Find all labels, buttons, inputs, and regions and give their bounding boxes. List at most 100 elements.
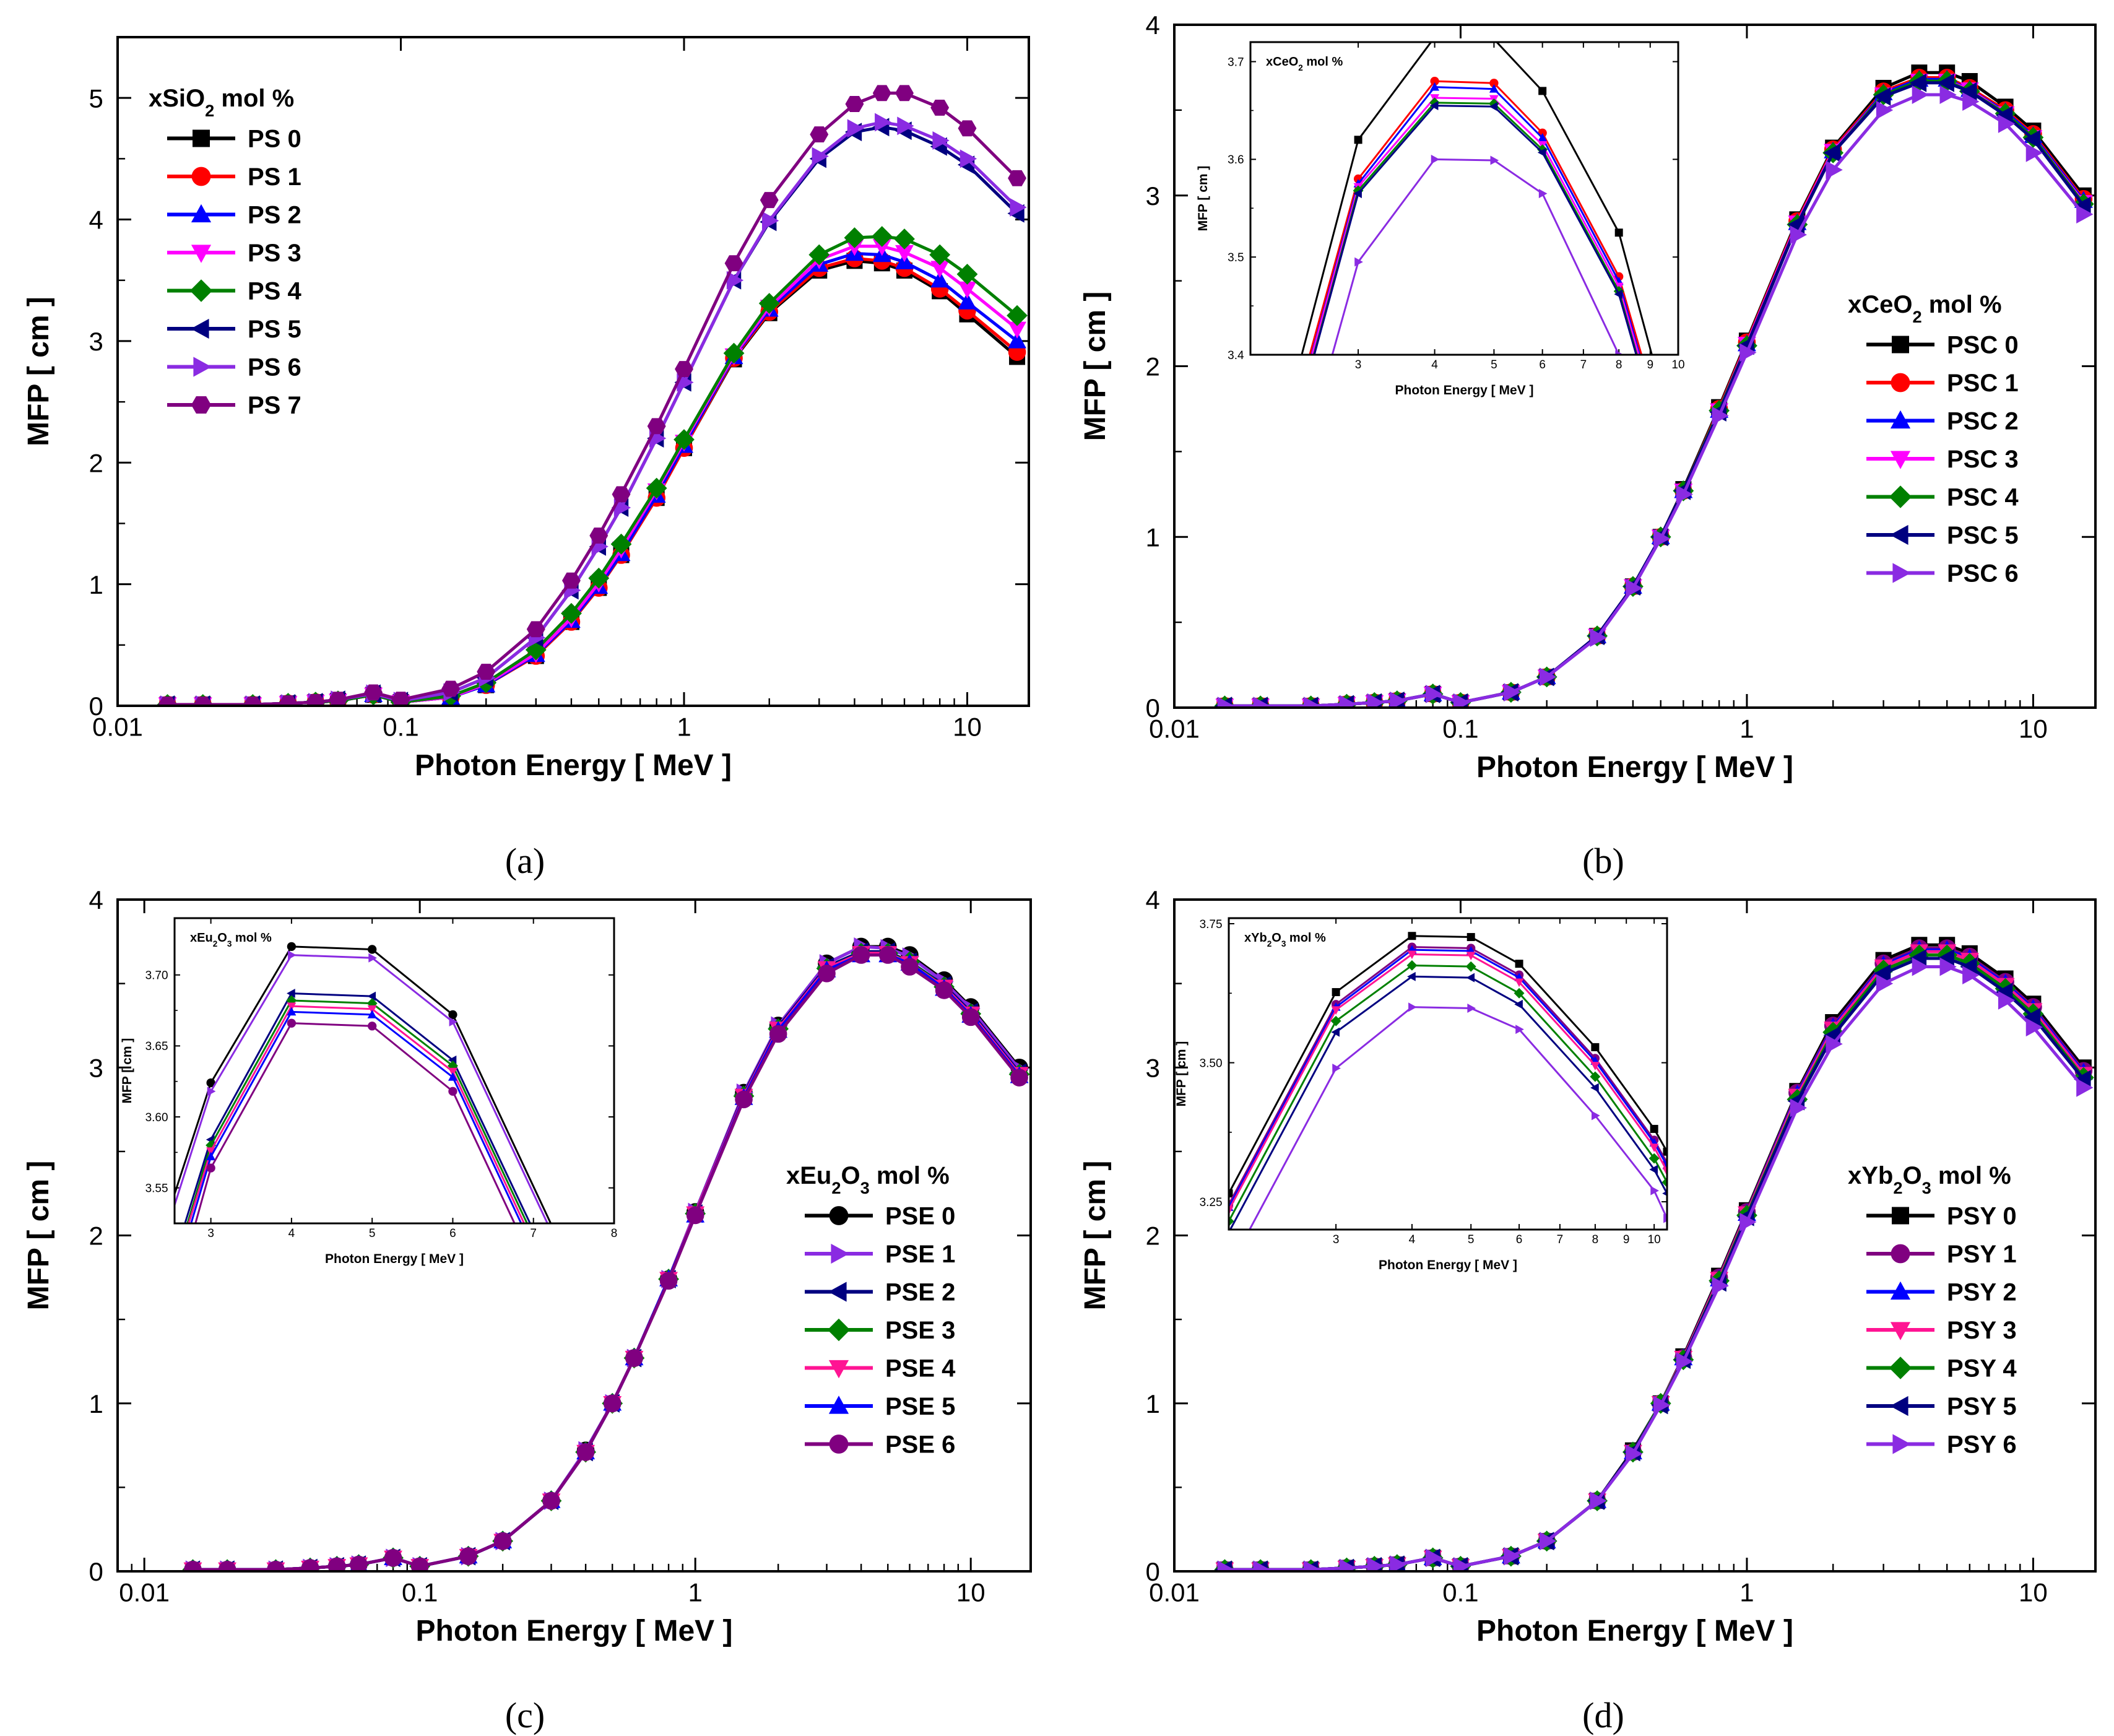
- x-tick-label: 1: [1739, 714, 1754, 743]
- series-group: [1301, 42, 1653, 355]
- panel-caption: (b): [1582, 841, 1624, 881]
- data-point-psy-0: [1466, 933, 1475, 942]
- y-tick-label: 3.25: [1200, 1196, 1223, 1209]
- y-tick-label: 3.60: [145, 1111, 168, 1124]
- data-point-psy-5: [1996, 983, 2013, 1002]
- data-point-psy-6: [1912, 957, 1929, 976]
- data-point-ps-7: [526, 621, 545, 638]
- x-axis-label: Photon Energy [ MeV ]: [325, 1252, 464, 1266]
- data-point-psy-3: [1407, 950, 1417, 960]
- data-point-ps-4: [525, 639, 547, 661]
- data-point-pse-5: [287, 1007, 297, 1016]
- panel-caption: (a): [505, 841, 545, 881]
- series-group: [182, 937, 1030, 1571]
- inset-plot: 3 4 5 6 7 8 3.55 3.60 3.65 3.70 Photon Energy [ Me…: [120, 917, 617, 1266]
- y-tick-label: 3.5: [1228, 251, 1244, 264]
- y-tick-label: 0: [1146, 693, 1160, 723]
- data-point-ps-6: [960, 149, 977, 168]
- data-point-psc-5: [1909, 73, 1927, 92]
- data-point-pse-6: [184, 1560, 202, 1571]
- data-point-pse-0: [448, 1010, 457, 1020]
- data-point-psy-6: [1653, 1395, 1671, 1415]
- data-point-ps-4: [808, 244, 830, 266]
- legend-marker-pse-1: [831, 1243, 849, 1264]
- x-tick-label: 6: [1516, 1233, 1523, 1246]
- inset-title: xYb2O3 mol %: [1244, 931, 1326, 948]
- data-point-psy-4: [1590, 1071, 1601, 1082]
- y-axis-label: MFP [ cm ]: [1174, 1041, 1189, 1107]
- data-point-psy-6: [2076, 1078, 2094, 1097]
- series-line-pse-4: [188, 1005, 526, 1223]
- data-point-ps-7: [306, 694, 325, 706]
- y-axis-label: MFP [ cm ]: [1079, 292, 1112, 441]
- data-point-ps-7: [810, 126, 829, 143]
- data-point-ps-6: [812, 147, 829, 166]
- x-tick-label: 0.1: [1442, 1578, 1478, 1607]
- data-point-ps-2: [930, 271, 950, 288]
- series-group: [1229, 932, 1667, 1230]
- data-point-psy-0: [1229, 1189, 1233, 1198]
- legend-label-psc-6: PSC 6: [1947, 560, 2019, 588]
- data-point-psc-1: [1489, 79, 1499, 88]
- data-point-psy-0: [1591, 1043, 1600, 1051]
- data-point-psy-6: [1515, 1025, 1524, 1035]
- data-point-pse-1: [368, 953, 377, 963]
- data-point-psc-6: [1826, 160, 1843, 180]
- data-point-psy-6: [1425, 1548, 1443, 1568]
- data-point-ps-7: [930, 99, 950, 116]
- data-point-psy-6: [1217, 1560, 1235, 1571]
- inset-title: xEu2O3 mol %: [190, 931, 272, 948]
- data-point-pse-3: [447, 1061, 458, 1071]
- data-point-psc-6: [1939, 85, 1957, 105]
- data-point-psy-5: [1331, 1027, 1340, 1037]
- data-point-psy-0: [1650, 1124, 1658, 1133]
- data-point-pse-6: [267, 1560, 285, 1571]
- data-point-psc-5: [1960, 82, 1977, 101]
- data-point-pse-6: [1010, 1069, 1028, 1087]
- data-point-psy-6: [1998, 991, 2016, 1010]
- data-point-ps-7: [364, 684, 383, 701]
- legend-marker-ps-7: [191, 396, 212, 414]
- y-tick-label: 2: [1146, 352, 1160, 381]
- y-tick-label: 4: [1146, 885, 1160, 914]
- series-line-pse-0: [175, 945, 552, 1223]
- data-point-pse-6: [603, 1394, 622, 1413]
- data-point-ps-4: [956, 264, 978, 285]
- x-tick-label: 0.1: [383, 712, 418, 741]
- data-point-psc-5: [1996, 106, 2013, 125]
- series-line-ps-4: [167, 235, 1018, 706]
- data-point-psy-5: [2074, 1070, 2091, 1089]
- legend-label-psc-3: PSC 3: [1947, 446, 2019, 473]
- series-line-psy-4: [1229, 964, 1667, 1222]
- data-point-psc-6: [1339, 695, 1357, 708]
- plot-frame: [1173, 898, 2097, 1573]
- data-point-psc-6: [1653, 529, 1671, 548]
- data-point-psy-6: [1676, 1352, 1693, 1371]
- data-point-ps-7: [589, 527, 609, 544]
- y-tick-label: 3.70: [145, 970, 168, 983]
- x-axis-label: Photon Energy [ MeV ]: [415, 749, 732, 782]
- legend-marker-psc-6: [1892, 563, 1911, 583]
- data-point-psy-6: [1504, 1547, 1521, 1566]
- series-line-psc-6: [1224, 93, 2085, 708]
- legend-marker-psy-1: [1891, 1244, 1910, 1264]
- data-point-psc-6: [1998, 114, 2016, 133]
- panel-d: 0.01 0.1 1 10 0 1 2 3 4 Photon Energy [ MeV ] MFP …: [1079, 885, 2097, 1735]
- data-point-psc-6: [1431, 154, 1440, 164]
- data-point-psy-6: [1390, 1555, 1407, 1571]
- data-point-pse-1: [207, 1087, 216, 1096]
- data-point-pse-6: [686, 1206, 704, 1225]
- legend-label-psy-1: PSY 1: [1947, 1241, 2017, 1268]
- x-tick-label: 4: [1409, 1233, 1416, 1246]
- data-point-pse-6: [287, 1018, 297, 1028]
- plot-frame: [1173, 24, 2097, 709]
- x-tick-label: 0.01: [1149, 714, 1200, 743]
- data-point-psc-6: [1504, 683, 1521, 702]
- series-line-psy-2: [1229, 948, 1667, 1208]
- y-tick-label: 0: [1146, 1557, 1160, 1586]
- data-point-psy-4: [1648, 1153, 1660, 1164]
- data-point-ps-7: [647, 418, 666, 435]
- y-tick-label: 2: [89, 448, 103, 477]
- inset-title: xCeO2 mol %: [1266, 55, 1343, 72]
- y-tick-label: 2: [1146, 1222, 1160, 1251]
